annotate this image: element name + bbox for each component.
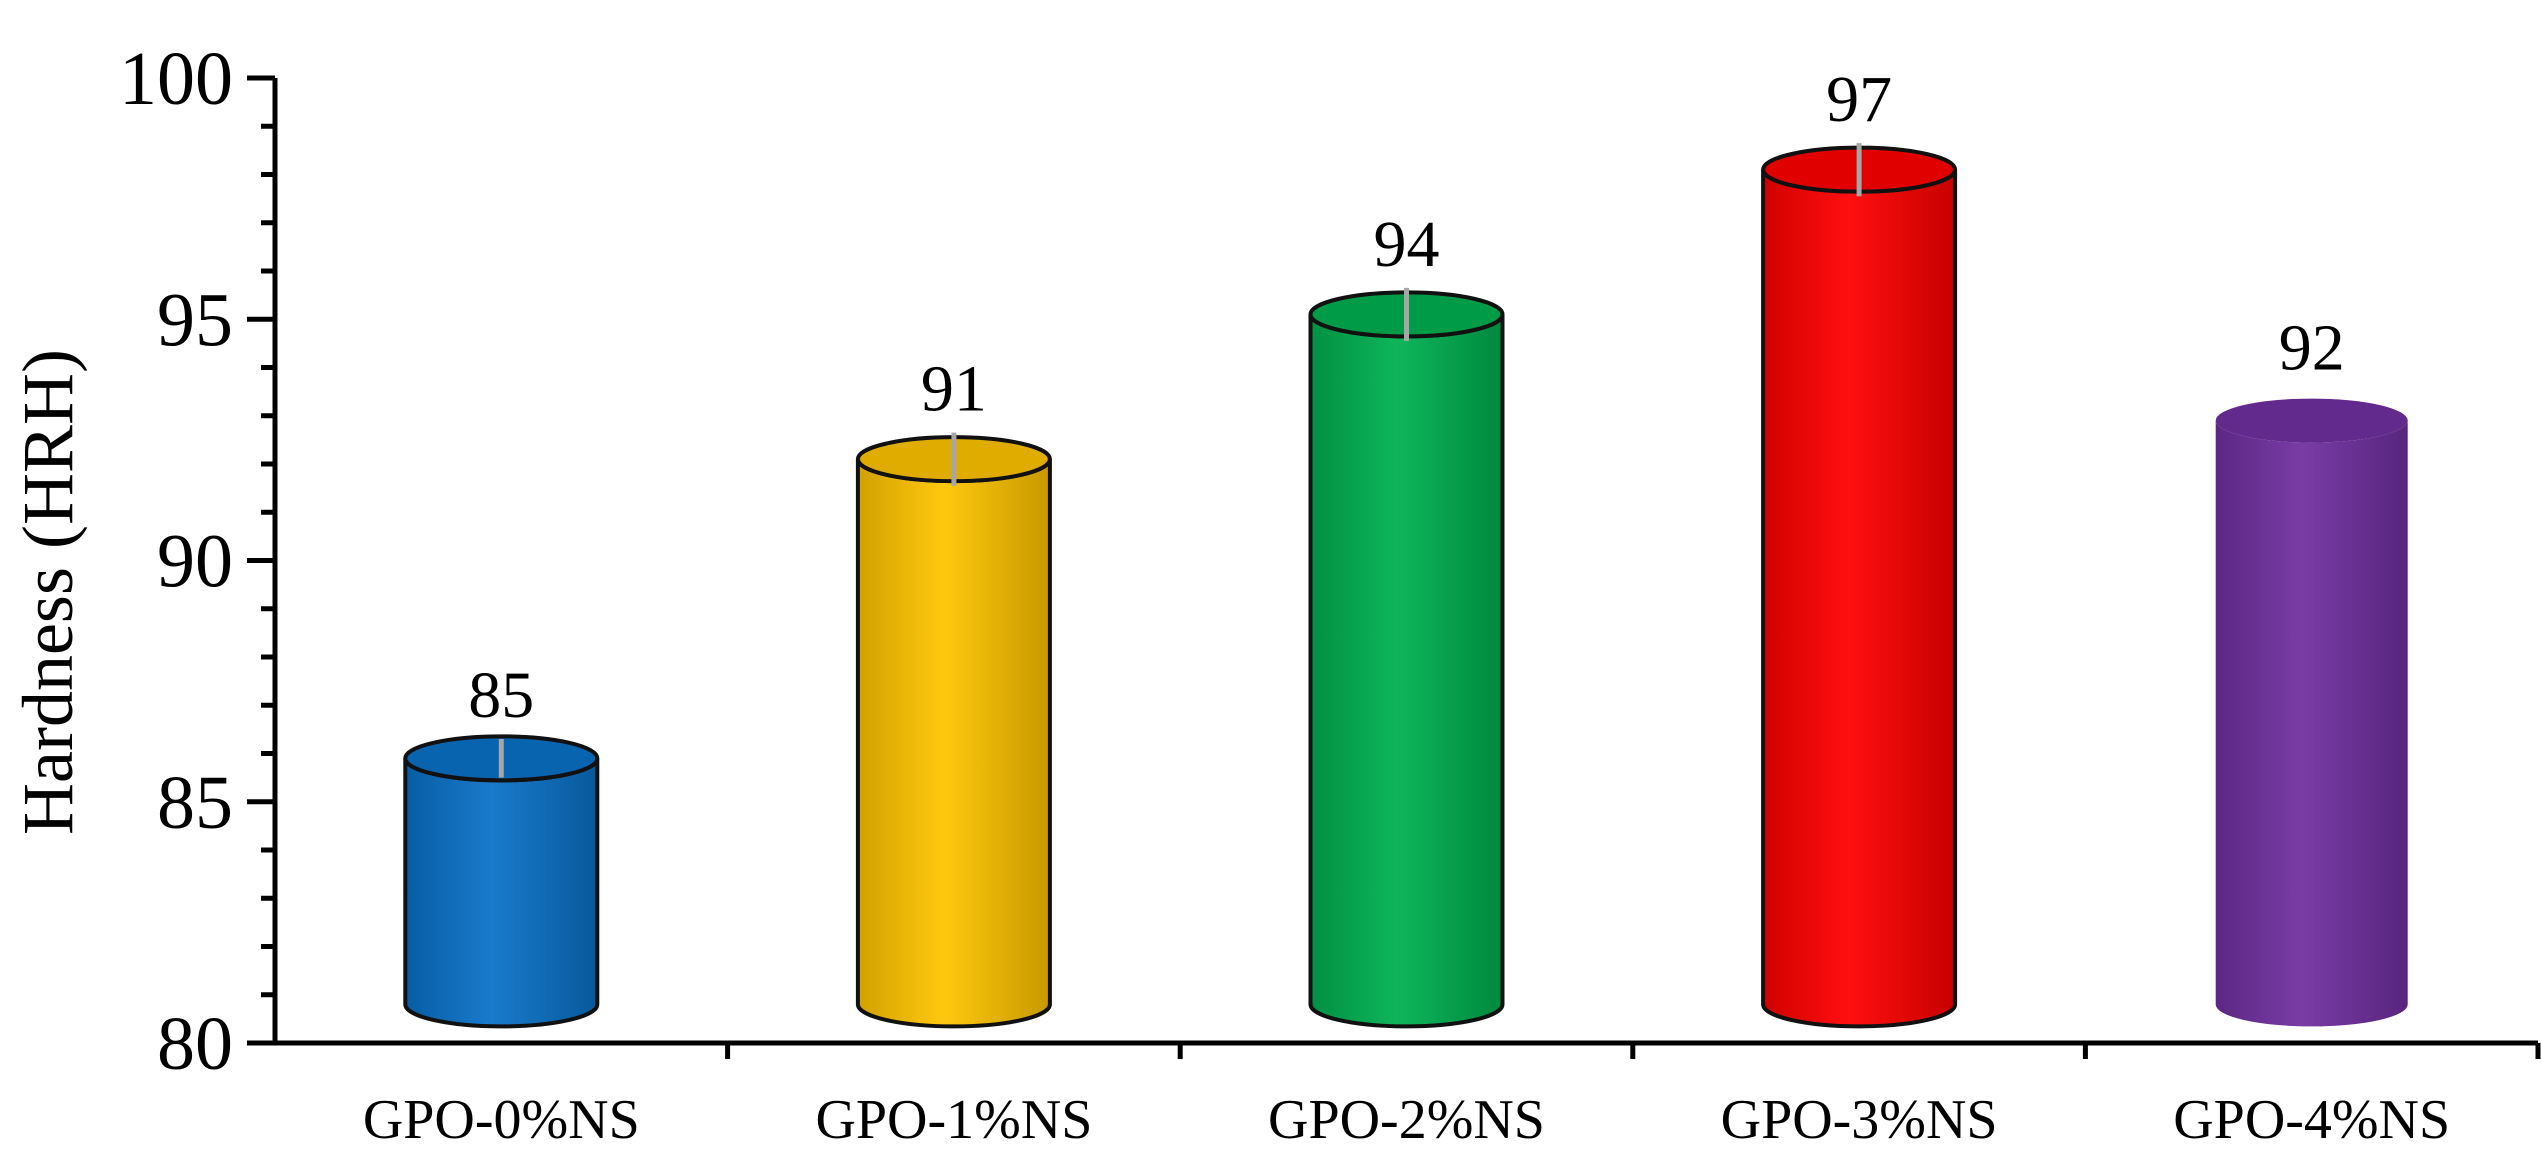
value-label-GPO-2%NS: 94 — [1374, 208, 1440, 281]
y-axis-title: Hardness (HRH) — [8, 349, 88, 835]
x-ticks: GPO-0%NS GPO-1%NS GPO-2%NS GPO-3%NS GPO-4%NS — [363, 1043, 2541, 1151]
value-label-GPO-0%NS: 85 — [468, 659, 534, 732]
value-label-GPO-4%NS: 92 — [2279, 312, 2345, 385]
bars: 85 91 94 97 92 — [403, 63, 2408, 1029]
bar-GPO-1%NS — [855, 458, 1052, 1029]
bar-top-GPO-4%NS — [2215, 398, 2408, 443]
bar-GPO-2%NS — [1308, 314, 1505, 1029]
value-label-GPO-3%NS: 97 — [1826, 63, 1892, 136]
y-tick-label: 100 — [119, 37, 233, 121]
value-label-GPO-1%NS: 91 — [921, 353, 987, 426]
bar-GPO-0%NS — [403, 758, 600, 1029]
y-tick-label: 85 — [157, 761, 233, 845]
x-tick-label: GPO-0%NS — [363, 1089, 640, 1151]
y-tick-label: 90 — [157, 520, 233, 604]
bar-GPO-3%NS — [1761, 169, 1958, 1029]
x-tick-label: GPO-2%NS — [1268, 1089, 1545, 1151]
bar-GPO-4%NS — [2215, 420, 2408, 1027]
y-ticks: 80 85 90 95 100 — [119, 37, 275, 1086]
y-tick-label: 95 — [157, 278, 233, 362]
y-tick-label: 80 — [157, 1002, 233, 1086]
x-tick-label: GPO-4%NS — [2173, 1089, 2450, 1151]
x-tick-label: GPO-3%NS — [1721, 1089, 1998, 1151]
x-tick-label: GPO-1%NS — [815, 1089, 1092, 1151]
